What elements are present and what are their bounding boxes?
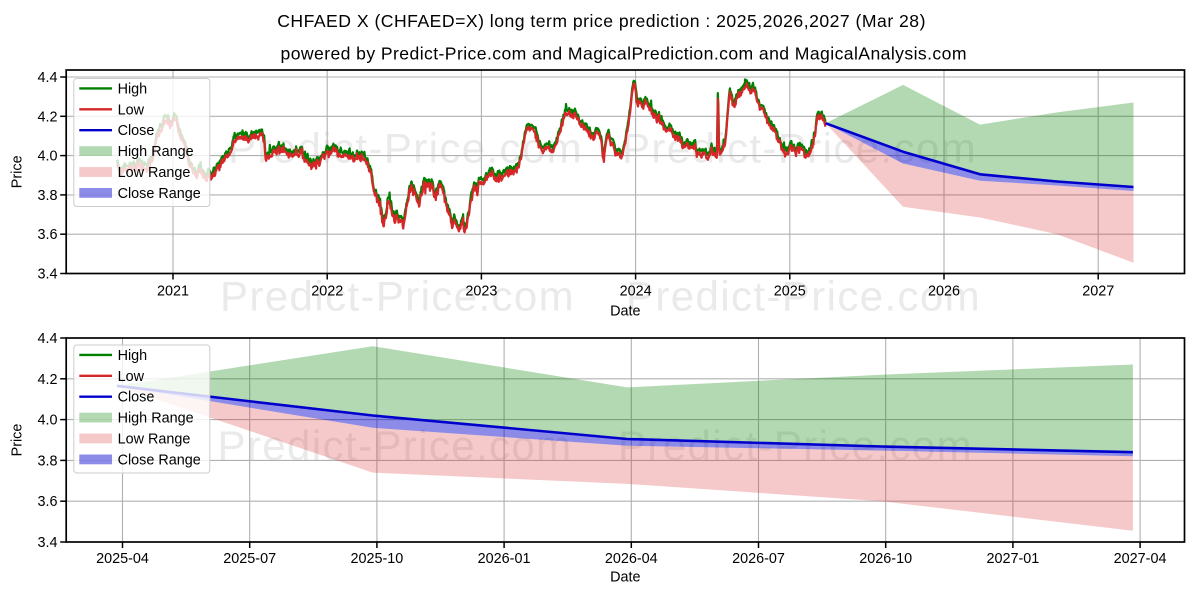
- svg-text:powered by Predict-Price.com a: powered by Predict-Price.com and Magical…: [281, 44, 967, 64]
- svg-text:High: High: [118, 348, 148, 364]
- svg-text:Predict-Price.com: Predict-Price.com: [220, 273, 575, 320]
- svg-text:2027-04: 2027-04: [1114, 551, 1167, 567]
- svg-text:3.4: 3.4: [37, 267, 57, 283]
- svg-text:Predict-Price.com: Predict-Price.com: [626, 273, 981, 320]
- svg-text:3.6: 3.6: [37, 227, 57, 243]
- svg-text:Low Range: Low Range: [118, 432, 191, 448]
- svg-text:3.4: 3.4: [37, 535, 57, 551]
- svg-text:2024: 2024: [620, 284, 652, 300]
- svg-text:2025: 2025: [774, 284, 806, 300]
- svg-text:3.6: 3.6: [37, 494, 57, 510]
- svg-text:2025-07: 2025-07: [223, 551, 276, 567]
- svg-text:Price: Price: [10, 155, 26, 188]
- svg-text:4.4: 4.4: [37, 70, 57, 86]
- svg-text:Close Range: Close Range: [118, 452, 201, 468]
- svg-text:Low: Low: [118, 369, 145, 385]
- svg-text:2025-10: 2025-10: [350, 551, 403, 567]
- svg-text:Predict-Price.com: Predict-Price.com: [618, 422, 973, 469]
- svg-text:2026-10: 2026-10: [859, 551, 912, 567]
- svg-text:Close: Close: [118, 123, 155, 139]
- svg-text:Low Range: Low Range: [118, 165, 191, 181]
- svg-text:Predict-Price.com: Predict-Price.com: [218, 422, 573, 469]
- svg-text:2023: 2023: [465, 284, 497, 300]
- svg-text:Date: Date: [610, 304, 640, 320]
- svg-text:Price: Price: [10, 424, 26, 457]
- svg-text:2026: 2026: [928, 284, 960, 300]
- svg-text:4.2: 4.2: [37, 372, 57, 388]
- svg-text:4.0: 4.0: [37, 413, 57, 429]
- svg-text:3.8: 3.8: [37, 188, 57, 204]
- svg-text:Date: Date: [610, 570, 640, 586]
- svg-text:4.4: 4.4: [37, 331, 57, 347]
- svg-text:Close Range: Close Range: [118, 186, 201, 202]
- svg-text:2022: 2022: [311, 284, 343, 300]
- svg-text:Low: Low: [118, 102, 145, 118]
- svg-text:2027-01: 2027-01: [986, 551, 1039, 567]
- svg-text:High Range: High Range: [118, 411, 194, 427]
- svg-text:CHFAED X (CHFAED=X) long term: CHFAED X (CHFAED=X) long term price pred…: [277, 11, 926, 31]
- svg-text:2026-01: 2026-01: [478, 551, 531, 567]
- svg-text:4.2: 4.2: [37, 109, 57, 125]
- svg-text:High Range: High Range: [118, 144, 194, 160]
- svg-text:4.0: 4.0: [37, 149, 57, 165]
- svg-text:2027: 2027: [1082, 284, 1114, 300]
- svg-text:2026-07: 2026-07: [732, 551, 785, 567]
- svg-text:2021: 2021: [157, 284, 189, 300]
- svg-text:2025-04: 2025-04: [96, 551, 149, 567]
- svg-text:3.8: 3.8: [37, 453, 57, 469]
- svg-text:High: High: [118, 81, 148, 97]
- svg-text:Close: Close: [118, 390, 155, 406]
- svg-text:2026-04: 2026-04: [605, 551, 658, 567]
